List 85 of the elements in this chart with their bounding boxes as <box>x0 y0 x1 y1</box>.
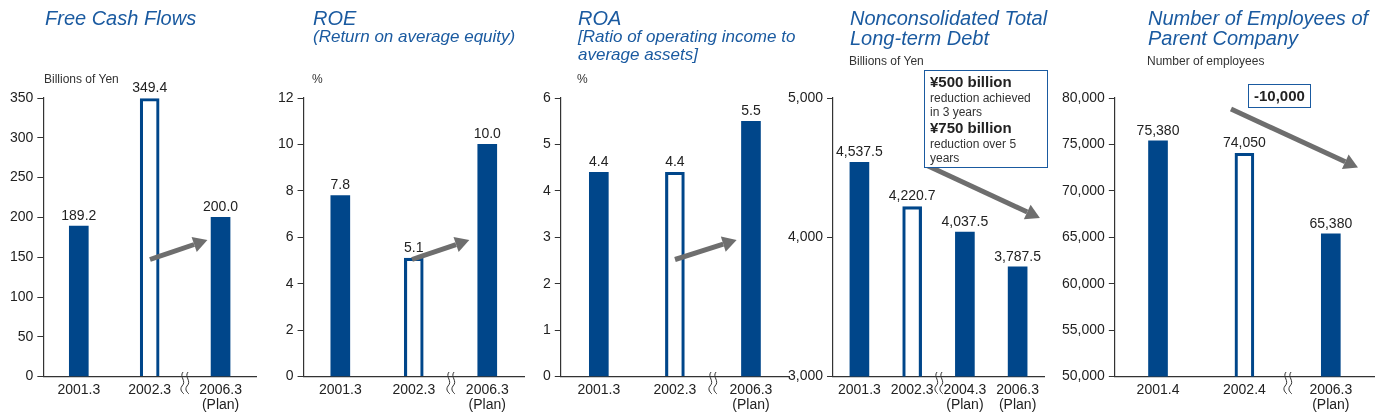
chart-title: ROE <box>313 7 358 29</box>
data-label: 200.0 <box>203 198 239 215</box>
y-axis-title: Billions of Yen <box>849 54 924 68</box>
chart-title: Nonconsolidated Total Long-term Debt <box>850 7 1049 49</box>
x-tick-label: 2001.4 <box>1136 380 1180 397</box>
annotation: ¥750 billion <box>930 119 1013 137</box>
y-tick-label: 12 <box>277 88 294 105</box>
y-tick-label: 50,000 <box>1061 367 1106 384</box>
data-label: 189.2 <box>61 206 97 223</box>
bar <box>68 225 89 377</box>
chart-title: ROA <box>578 7 623 29</box>
bar <box>210 217 231 377</box>
y-tick-label: 75,000 <box>1061 135 1106 152</box>
x-tick-label: 2002.3 <box>653 380 697 397</box>
x-tick-label: 2006.3 (Plan) <box>1309 380 1353 412</box>
y-tick-label: 60,000 <box>1061 274 1106 291</box>
y-tick-label: 65,000 <box>1061 228 1106 245</box>
y-tick-label: 0 <box>285 367 294 384</box>
y-tick-label: 50 <box>17 327 34 344</box>
data-label: 349.4 <box>132 79 168 96</box>
x-tick-label: 2002.3 <box>128 380 172 397</box>
y-tick-label: 10 <box>277 135 294 152</box>
y-tick-label: 55,000 <box>1061 321 1106 338</box>
y-tick-label: 100 <box>10 287 34 304</box>
chart-title: Number of Employees of Parent Company <box>1148 7 1371 49</box>
data-label: 5.1 <box>404 239 424 256</box>
y-tick-label: 6 <box>285 228 294 245</box>
y-tick-label: 200 <box>10 208 34 225</box>
y-tick-label: 3 <box>542 228 551 245</box>
y-tick-label: 5,000 <box>787 88 824 105</box>
x-tick-label: 2001.3 <box>318 380 362 397</box>
data-label: 75,380 <box>1136 121 1180 138</box>
y-axis-title: Billions of Yen <box>44 72 119 86</box>
data-label: 5.5 <box>741 102 761 119</box>
y-tick-label: 5 <box>542 135 551 152</box>
data-label: 7.8 <box>330 176 351 193</box>
x-tick-label: 2002.4 <box>1223 380 1267 397</box>
text: ¥500 billion <box>930 73 1013 91</box>
data-label: 4.4 <box>589 153 609 170</box>
data-label: 4,537.5 <box>836 143 883 160</box>
data-label: 3,787.5 <box>994 247 1042 264</box>
y-tick-label: 4,000 <box>787 228 824 245</box>
y-axis-title: % <box>577 72 588 86</box>
y-tick-label: 70,000 <box>1061 181 1106 198</box>
y-axis-title: Number of employees <box>1147 54 1265 68</box>
y-tick-label: 6 <box>542 88 551 105</box>
y-tick-label: 8 <box>285 181 294 198</box>
x-tick-label: 2006.3 (Plan) <box>465 380 509 412</box>
annotation: reduction achieved in 3 years <box>930 91 1032 119</box>
y-tick-label: 2 <box>285 321 294 338</box>
x-tick-label: 2006.3 (Plan) <box>996 380 1040 412</box>
data-label: 4,037.5 <box>941 212 989 229</box>
chart-title: Free Cash Flows <box>45 7 198 29</box>
x-tick-label: 2006.3 (Plan) <box>199 380 243 412</box>
bar <box>330 195 351 377</box>
y-tick-label: 1 <box>542 321 551 338</box>
y-tick-label: 350 <box>10 88 34 105</box>
data-label: 10.0 <box>473 125 502 142</box>
x-tick-label: 2004.3 (Plan) <box>943 380 987 412</box>
data-label: 4.4 <box>665 153 685 170</box>
annotation: -10,000 <box>1254 87 1305 105</box>
x-tick-label: 2006.3 (Plan) <box>729 380 773 412</box>
x-tick-label: 2001.3 <box>57 380 101 397</box>
x-tick-label: 2001.3 <box>577 380 621 397</box>
x-tick-label: 2001.3 <box>837 380 882 397</box>
chart-subtitle: (Return on average equity) <box>313 27 517 46</box>
data-label: 74,050 <box>1223 134 1267 151</box>
x-tick-label: 2002.3 <box>392 380 436 397</box>
y-tick-label: 300 <box>10 128 34 145</box>
y-tick-label: 4 <box>285 274 294 291</box>
y-tick-label: 250 <box>10 168 34 185</box>
x-tick-label: 2002.3 <box>890 380 934 397</box>
y-tick-label: 80,000 <box>1061 88 1106 105</box>
y-tick-label: 0 <box>25 367 34 384</box>
data-label: 65,380 <box>1309 214 1353 231</box>
y-axis-title: % <box>312 72 323 86</box>
annotation: reduction over 5 years <box>930 137 1018 165</box>
y-tick-label: 0 <box>542 367 551 384</box>
chart-subtitle: [Ratio of operating income to average assets] <box>578 27 797 64</box>
bar <box>477 144 498 377</box>
y-tick-label: 150 <box>10 248 34 265</box>
y-tick-label: 2 <box>542 274 551 291</box>
y-tick-label: 3,000 <box>787 367 824 384</box>
y-tick-label: 4 <box>542 181 551 198</box>
data-label: 4,220.7 <box>888 187 936 204</box>
